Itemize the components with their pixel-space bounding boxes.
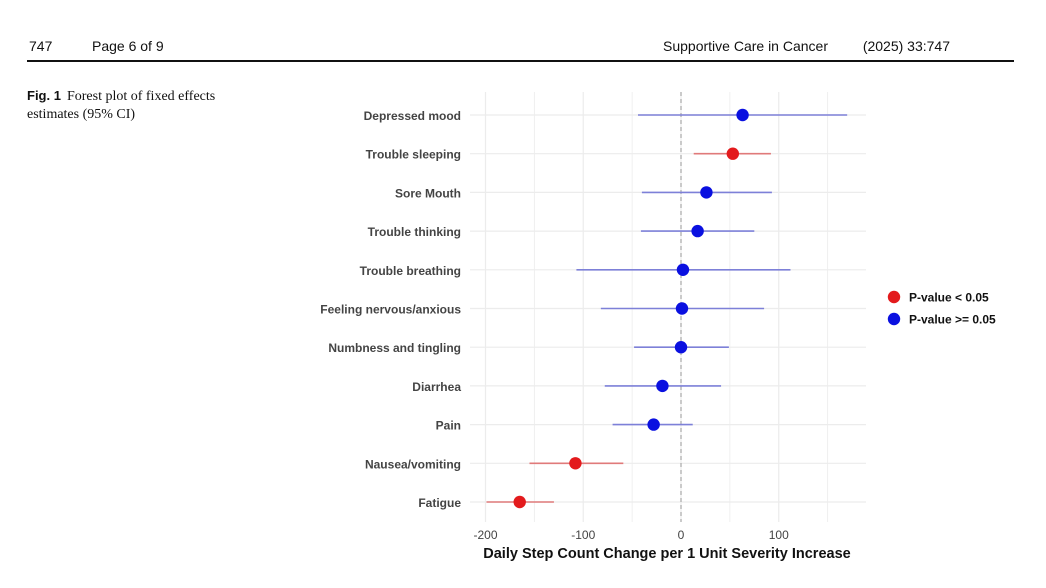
x-tick-label: 0: [678, 528, 685, 542]
x-axis-label: Daily Step Count Change per 1 Unit Sever…: [483, 546, 850, 562]
estimate-point: [674, 341, 688, 354]
legend-marker: [887, 312, 901, 326]
row-label: Trouble sleeping: [366, 148, 461, 162]
legend-label: P-value >= 0.05: [909, 313, 996, 327]
row-label: Nausea/vomiting: [365, 457, 461, 471]
estimate-point: [656, 379, 669, 393]
figure-label: Fig. 1: [27, 88, 61, 103]
row-label: Diarrhea: [412, 380, 461, 394]
estimate-point: [513, 495, 526, 509]
estimate-point: [736, 108, 749, 122]
journal-name: Supportive Care in Cancer: [663, 38, 828, 54]
estimate-point: [569, 457, 582, 470]
row-label: Sore Mouth: [395, 186, 461, 200]
row-label: Pain: [436, 419, 461, 433]
estimate-point: [647, 418, 660, 431]
estimate-point: [726, 147, 740, 160]
row-label: Depressed mood: [364, 109, 461, 123]
x-tick-label: -200: [473, 528, 497, 542]
x-tick-label: 100: [769, 528, 789, 542]
row-label: Trouble breathing: [360, 264, 461, 278]
x-tick-label: -100: [571, 528, 595, 542]
row-label: Numbness and tingling: [328, 341, 461, 355]
figure-caption-text: Forest plot of fixed effects estimates (…: [27, 89, 216, 122]
row-label: Fatigue: [418, 496, 461, 510]
estimate-point: [676, 263, 690, 276]
row-label: Trouble thinking: [368, 225, 461, 239]
row-label: Feeling nervous/anxious: [320, 303, 461, 317]
figure-caption: Fig. 1 Forest plot of fixed effects estim…: [27, 87, 227, 124]
estimate-point: [675, 302, 689, 315]
page-of: Page 6 of 9: [92, 38, 164, 54]
page-header: 747 Page 6 of 9 Supportive Care in Cance…: [27, 36, 1014, 62]
estimate-point: [691, 224, 704, 238]
legend-marker: [887, 290, 901, 304]
estimate-point: [700, 186, 713, 199]
page-number: 747: [29, 38, 53, 54]
citation: (2025) 33:747: [862, 38, 950, 54]
legend-label: P-value < 0.05: [909, 291, 989, 305]
